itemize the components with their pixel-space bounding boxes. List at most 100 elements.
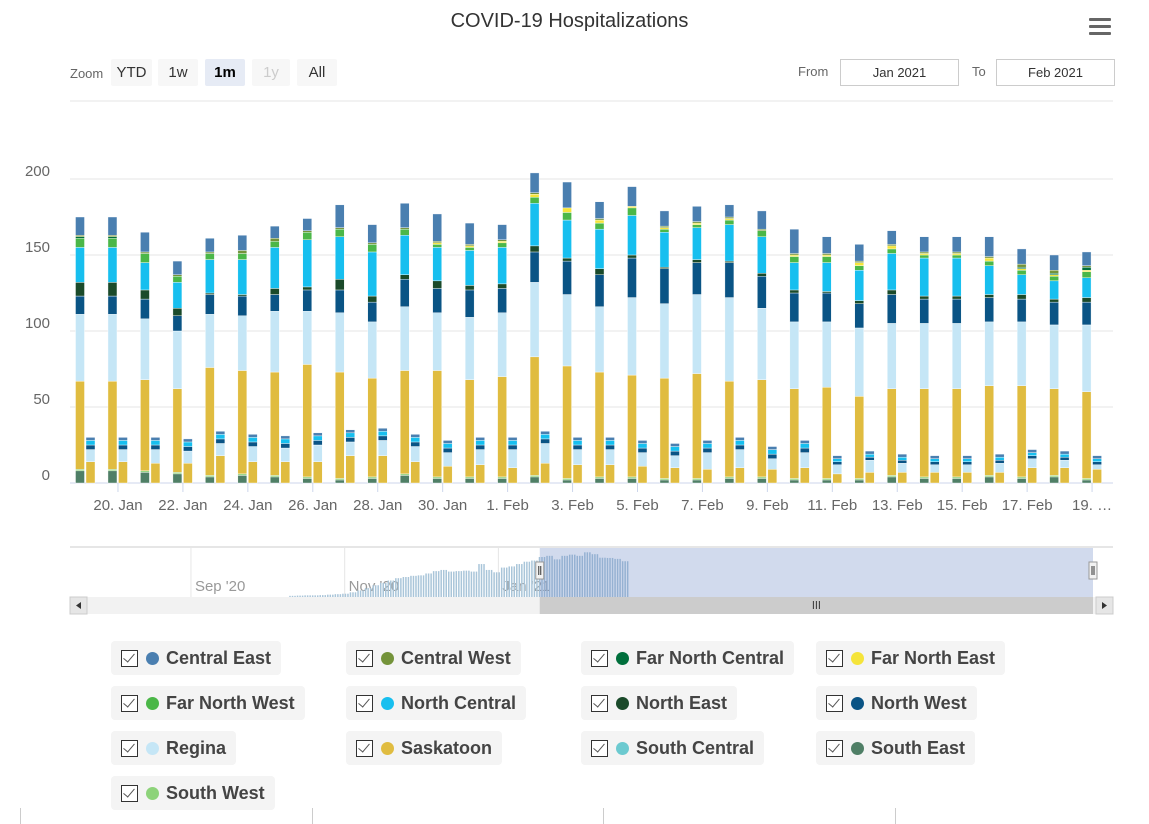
secondary-bar-segment-north-west[interactable]	[378, 435, 388, 441]
secondary-bar-segment-regina[interactable]	[702, 452, 713, 470]
secondary-bar-segment-north-west[interactable]	[800, 447, 810, 453]
bar-segment-far-north-east[interactable]	[659, 227, 670, 230]
bar-segment-north-east[interactable]	[627, 254, 637, 259]
bar-segment-north-central[interactable]	[497, 247, 507, 285]
bar-segment-south-east[interactable]	[757, 478, 767, 484]
bar-segment-central-west[interactable]	[529, 192, 540, 195]
bar-segment-north-central[interactable]	[984, 265, 994, 295]
secondary-bar-segment-north-west[interactable]	[962, 461, 972, 465]
secondary-bar-segment-north-west[interactable]	[735, 444, 745, 450]
bar-segment-north-west[interactable]	[1049, 301, 1059, 326]
bar-segment-south-east[interactable]	[335, 479, 345, 484]
bar-segment-far-north-west[interactable]	[302, 231, 312, 240]
bar-segment-saskatoon[interactable]	[594, 371, 605, 478]
bar-segment-far-north-west[interactable]	[1049, 276, 1059, 282]
bar-segment-regina[interactable]	[1016, 321, 1027, 386]
secondary-bar-segment-north-central[interactable]	[865, 453, 875, 458]
secondary-bar-segment-saskatoon[interactable]	[572, 464, 583, 484]
bar-segment-north-east[interactable]	[107, 282, 118, 297]
bar-segment-regina[interactable]	[172, 330, 183, 389]
secondary-bar-segment-saskatoon[interactable]	[637, 466, 648, 484]
secondary-bar-segment-north-west[interactable]	[1092, 461, 1102, 465]
bar-segment-south-east[interactable]	[1016, 478, 1027, 484]
secondary-bar-segment-north-central[interactable]	[637, 443, 648, 449]
bar-segment-south-east[interactable]	[107, 470, 118, 484]
bar-segment-central-west[interactable]	[1081, 265, 1092, 268]
bar-segment-far-north-west[interactable]	[951, 254, 962, 259]
secondary-bar-segment-north-west[interactable]	[767, 453, 778, 459]
bar-segment-north-central[interactable]	[822, 262, 832, 292]
secondary-bar-segment-north-central[interactable]	[475, 440, 485, 446]
bar-segment-north-east[interactable]	[562, 257, 572, 262]
bar-segment-far-north-east[interactable]	[951, 253, 962, 256]
bar-segment-saskatoon[interactable]	[432, 370, 442, 478]
bar-segment-central-west[interactable]	[205, 251, 215, 254]
bar-segment-saskatoon[interactable]	[237, 370, 248, 475]
bar-segment-regina[interactable]	[822, 321, 832, 388]
secondary-bar-segment-north-west[interactable]	[897, 460, 907, 464]
bar-segment-regina[interactable]	[1081, 324, 1092, 393]
secondary-bar-segment-regina[interactable]	[572, 449, 583, 465]
secondary-bar-segment-central-east[interactable]	[118, 437, 128, 441]
secondary-bar-segment-north-west[interactable]	[150, 444, 161, 450]
legend-item-north-central[interactable]: North Central	[346, 686, 527, 720]
bar-segment-south-east[interactable]	[432, 478, 442, 484]
bar-segment-central-west[interactable]	[367, 242, 377, 245]
bar-segment-central-west[interactable]	[432, 241, 442, 244]
bar-segment-south-east[interactable]	[1081, 479, 1092, 484]
bar-segment-far-north-west[interactable]	[140, 253, 150, 263]
bar-segment-north-east[interactable]	[432, 280, 442, 289]
bar-segment-far-north-east[interactable]	[887, 245, 897, 250]
secondary-bar-segment-north-west[interactable]	[572, 444, 583, 450]
secondary-bar-segment-central-east[interactable]	[897, 453, 907, 458]
bar-segment-central-east[interactable]	[367, 224, 377, 244]
bar-segment-far-north-west[interactable]	[529, 197, 540, 204]
bar-segment-far-north-west[interactable]	[692, 224, 702, 228]
bar-segment-south-west[interactable]	[432, 476, 442, 479]
bar-segment-regina[interactable]	[951, 323, 962, 389]
secondary-bar-segment-saskatoon[interactable]	[215, 455, 226, 484]
bar-segment-central-east[interactable]	[529, 172, 540, 193]
bar-segment-regina[interactable]	[302, 311, 312, 365]
bar-segment-regina[interactable]	[237, 315, 248, 371]
bar-segment-far-north-west[interactable]	[464, 247, 475, 251]
bar-segment-central-east[interactable]	[497, 224, 507, 241]
secondary-bar-segment-central-east[interactable]	[313, 432, 323, 437]
bar-segment-regina[interactable]	[529, 282, 540, 358]
bar-segment-central-east[interactable]	[984, 236, 994, 257]
bar-segment-north-west[interactable]	[1016, 298, 1027, 323]
bar-segment-north-central[interactable]	[1081, 277, 1092, 298]
legend-item-central-west[interactable]: Central West	[346, 641, 521, 675]
bar-segment-regina[interactable]	[464, 317, 475, 380]
secondary-bar-segment-regina[interactable]	[118, 449, 128, 462]
bar-segment-south-west[interactable]	[302, 476, 312, 479]
bar-segment-north-west[interactable]	[562, 260, 572, 295]
bar-segment-north-west[interactable]	[172, 315, 183, 332]
secondary-bar-segment-central-east[interactable]	[150, 437, 161, 441]
bar-segment-saskatoon[interactable]	[887, 388, 897, 476]
bar-segment-north-west[interactable]	[887, 294, 897, 324]
legend-item-south-west[interactable]: South West	[111, 776, 275, 810]
bar-segment-regina[interactable]	[757, 308, 767, 380]
bar-segment-north-west[interactable]	[107, 295, 118, 315]
bar-segment-north-central[interactable]	[1016, 274, 1027, 295]
bar-segment-north-west[interactable]	[951, 298, 962, 324]
secondary-bar-segment-central-east[interactable]	[215, 431, 226, 435]
checkbox-checked-icon[interactable]	[591, 694, 608, 712]
secondary-bar-segment-regina[interactable]	[313, 444, 323, 462]
bar-segment-north-central[interactable]	[887, 253, 897, 291]
bar-segment-far-north-east[interactable]	[822, 254, 832, 257]
bar-segment-north-central[interactable]	[205, 259, 215, 294]
bar-segment-central-west[interactable]	[302, 230, 312, 233]
checkbox-checked-icon[interactable]	[591, 649, 608, 667]
bar-segment-south-west[interactable]	[594, 476, 605, 479]
bar-segment-north-west[interactable]	[432, 288, 442, 313]
bar-segment-south-west[interactable]	[1081, 478, 1092, 481]
bar-segment-north-central[interactable]	[594, 228, 605, 269]
bar-segment-south-east[interactable]	[1049, 476, 1059, 484]
bar-segment-north-east[interactable]	[1081, 297, 1092, 303]
bar-segment-north-west[interactable]	[659, 268, 670, 304]
bar-segment-central-east[interactable]	[237, 235, 248, 251]
bar-segment-far-north-east[interactable]	[1081, 270, 1092, 272]
bar-segment-far-north-east[interactable]	[562, 207, 572, 213]
